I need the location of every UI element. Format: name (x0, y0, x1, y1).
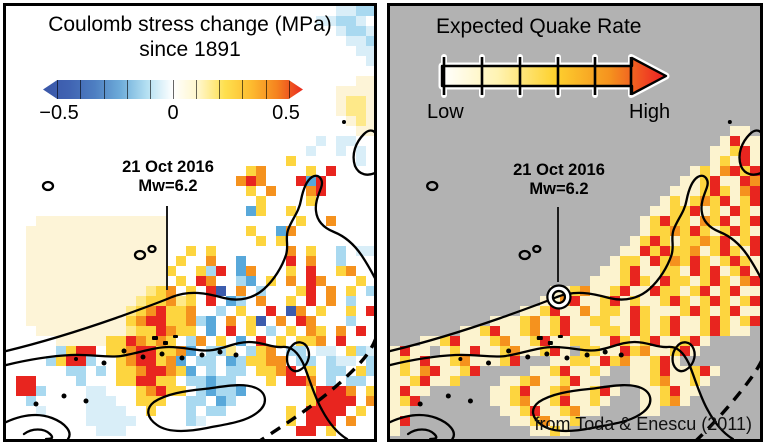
epicenter-circle-marker (546, 284, 572, 310)
quake-rate-scale-arrow (438, 54, 670, 98)
colorbar-max-label: 0.5 (272, 102, 300, 124)
earthquake-date: 21 Oct 2016 (513, 161, 605, 179)
nankai-trough-dashed-line (259, 338, 374, 439)
scale-ticks (442, 57, 633, 95)
left-panel-title-line2: since 1891 (139, 38, 241, 61)
left-panel-title: Coulomb stress change (MPa) since 1891 (6, 12, 374, 62)
earthquake-annotation: 21 Oct 2016 Mw=6.2 (122, 158, 214, 196)
coastline-map (6, 118, 374, 439)
colorbar-min-label: −0.5 (39, 102, 79, 124)
colorbar-mid-label: 0 (167, 102, 179, 124)
coulomb-stress-map-panel: Coulomb stress change (MPa) since 1891 −… (3, 3, 377, 442)
coulomb-colorbar (43, 80, 303, 99)
expected-quake-rate-panel: Expected Quake Rate Low High 21 Oct 2016… (387, 3, 763, 442)
right-panel-title: Expected Quake Rate (436, 15, 642, 38)
nankai-trough-dashed-line (695, 360, 760, 439)
left-panel-title-line1: Coulomb stress change (MPa) (48, 13, 332, 36)
earthquake-magnitude: Mw=6.2 (138, 177, 198, 195)
source-attribution: from Toda & Enescu (2011) (534, 414, 752, 434)
rate-grid-cells (390, 6, 760, 439)
annotation-leader-line (166, 206, 168, 290)
earthquake-annotation: 21 Oct 2016 Mw=6.2 (513, 161, 605, 199)
coulomb-colorbar-wrap (43, 80, 303, 99)
earthquake-magnitude: Mw=6.2 (529, 180, 589, 198)
annotation-leader-line (557, 207, 559, 282)
coastline-map (390, 118, 760, 439)
scale-low-label: Low (427, 101, 464, 123)
scale-high-label: High (629, 101, 671, 123)
earthquake-date: 21 Oct 2016 (122, 158, 214, 176)
